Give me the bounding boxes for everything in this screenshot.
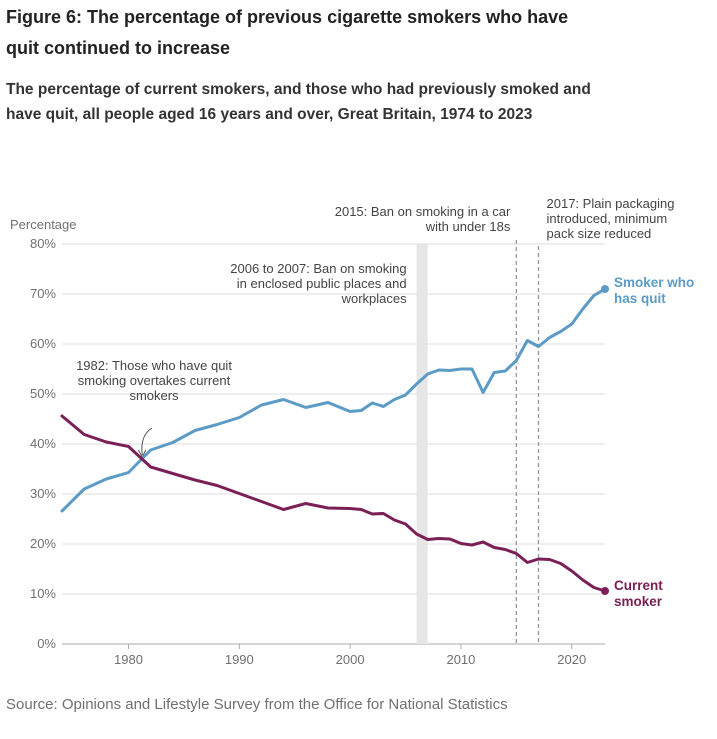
x-axis: 1980 1990 2000 2010 2020 [114, 644, 586, 667]
annotation-text-2006-line: in enclosed public places and [237, 276, 407, 291]
y-tick-label: 60% [30, 336, 56, 351]
y-axis-label: Percentage [10, 217, 77, 232]
x-tick-label: 2000 [336, 652, 365, 667]
annotation-text-2006-line: 2006 to 2007: Ban on smoking [230, 261, 406, 276]
y-tick-label: 70% [30, 286, 56, 301]
series-label-current-smoker: Current smoker [614, 578, 663, 609]
figure-title: Figure 6: The percentage of previous cig… [6, 7, 569, 58]
y-tick-label: 10% [30, 586, 56, 601]
series-layer: Smoker who has quit Current smoker [60, 275, 694, 609]
series-end-marker-current-smoker [601, 587, 609, 595]
series-label-smoker-who-has-quit-line: Smoker who [614, 275, 694, 290]
y-axis: Percentage 0% 10% 20% 30% 40% 50% 60% 70% 80% [10, 217, 77, 651]
series-line-current-smoker [60, 414, 607, 593]
x-tick-label: 2010 [446, 652, 475, 667]
annotation-text-2015: 2015: Ban on smoking in a car with under … [335, 204, 511, 234]
annotation-text-2017-line: 2017: Plain packaging [547, 196, 675, 211]
series-label-current-smoker-line: Current [614, 578, 663, 593]
y-tick-label: 30% [30, 486, 56, 501]
y-tick-label: 20% [30, 536, 56, 551]
series-end-marker-smoker-who-has-quit [601, 285, 609, 293]
annotation-text-2015-line: 2015: Ban on smoking in a car [335, 204, 511, 219]
annotation-text-2017-line: pack size reduced [547, 226, 652, 241]
annotation-text-2006-line: workplaces [341, 291, 408, 306]
annotation-text-2017-line: introduced, minimum [547, 211, 668, 226]
line-chart: 1980 1990 2000 2010 2020 Percentage 0% 10% 20%… [10, 196, 694, 667]
chart-subtitle: The percentage of current smokers, and t… [6, 81, 591, 123]
y-tick-label: 40% [30, 436, 56, 451]
x-tick-label: 2020 [557, 652, 586, 667]
series-label-smoker-who-has-quit: Smoker who has quit [614, 275, 694, 306]
annotation-text-2006: 2006 to 2007: Ban on smoking in enclosed … [230, 261, 407, 306]
x-tick-label: 1980 [114, 652, 143, 667]
annotation-text-2015-line: with under 18s [425, 219, 511, 234]
y-tick-label: 50% [30, 386, 56, 401]
annotation-band-2006-2007 [416, 244, 428, 644]
source-note: Source: Opinions and Lifestyle Survey fr… [6, 696, 508, 713]
annotation-text-1982-line: smokers [129, 388, 179, 403]
y-tick-label: 0% [37, 636, 56, 651]
gridlines [62, 243, 605, 645]
annotations: 2006 to 2007: Ban on smoking in enclosed … [76, 196, 675, 459]
annotation-arrow-1982 [141, 427, 153, 456]
annotation-text-1982: 1982: Those who have quit smoking overtak… [76, 358, 232, 403]
annotation-text-2017: 2017: Plain packaging introduced, minimum… [547, 196, 675, 241]
annotation-band-layer [416, 240, 540, 644]
annotation-text-1982-line: 1982: Those who have quit [76, 358, 232, 373]
annotation-text-1982-line: smoking overtakes current [78, 373, 231, 388]
series-line-smoker-who-has-quit [60, 287, 607, 513]
series-label-smoker-who-has-quit-line: has quit [614, 291, 666, 306]
x-tick-label: 1990 [225, 652, 254, 667]
y-tick-label: 80% [30, 236, 56, 251]
series-label-current-smoker-line: smoker [614, 594, 663, 609]
